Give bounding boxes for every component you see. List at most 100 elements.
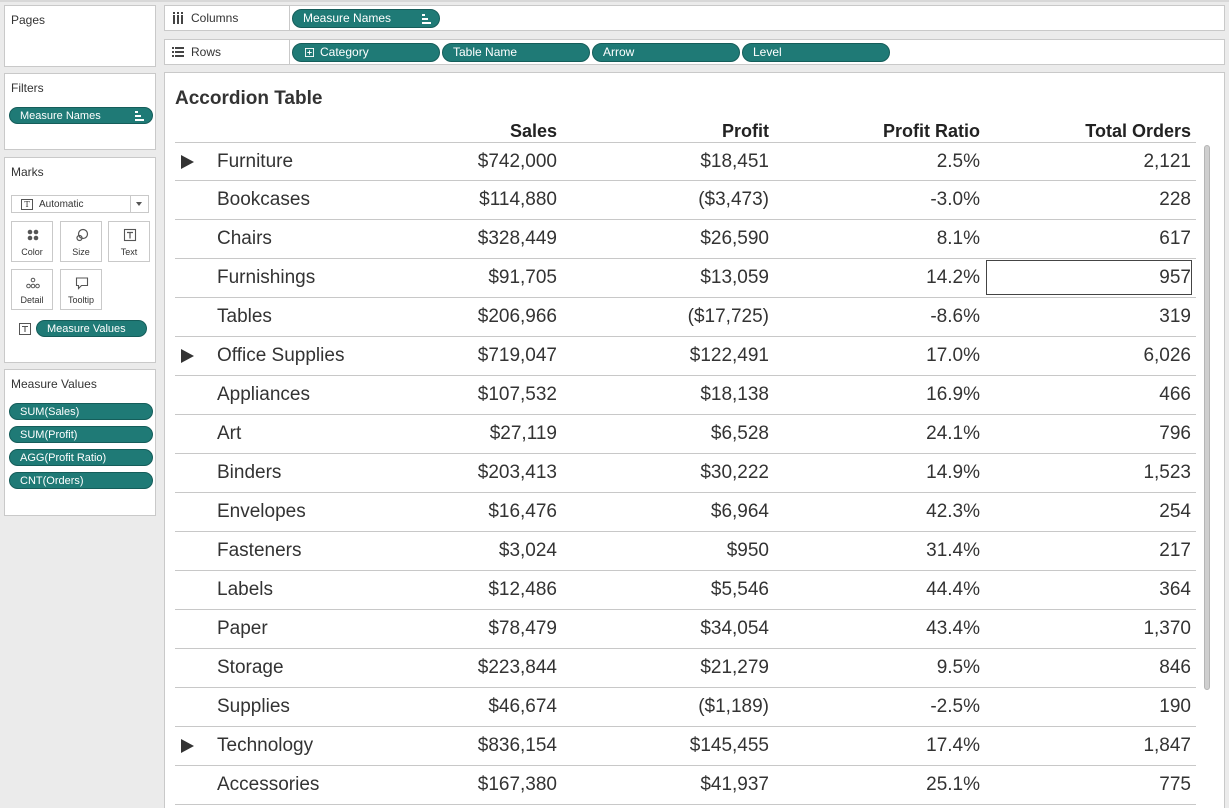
cell-profit[interactable]: $30,222 [700, 462, 769, 483]
cell-sales[interactable]: $167,380 [477, 774, 557, 795]
rows-pill-category[interactable]: Category [292, 43, 440, 62]
cell-sales[interactable]: $223,844 [477, 657, 557, 678]
cell-ratio[interactable]: -8.6% [930, 306, 980, 327]
cell-ratio[interactable]: 17.4% [926, 735, 980, 756]
color-button[interactable]: Color [11, 221, 53, 262]
cell-ratio[interactable]: -2.5% [930, 696, 980, 717]
detail-button[interactable]: Detail [11, 269, 53, 310]
row-label[interactable]: Envelopes [217, 501, 306, 522]
row-label[interactable]: Office Supplies [217, 345, 345, 366]
cell-orders[interactable]: 228 [1159, 189, 1191, 210]
cell-ratio[interactable]: 24.1% [926, 423, 980, 444]
cell-orders[interactable]: 796 [1159, 423, 1191, 444]
row-label[interactable]: Chairs [217, 228, 272, 249]
cell-sales[interactable]: $27,119 [489, 423, 557, 444]
cell-orders[interactable]: 1,847 [1143, 735, 1191, 756]
cell-sales[interactable]: $91,705 [488, 267, 557, 288]
table-row[interactable]: Art $27,119 $6,528 24.1% 796 [175, 415, 1196, 454]
cell-ratio[interactable]: 31.4% [926, 540, 980, 561]
measure-pill-sum-profit[interactable]: SUM(Profit) [9, 426, 153, 443]
cell-sales[interactable]: $107,532 [477, 384, 557, 405]
cell-orders[interactable]: 957 [1159, 267, 1191, 288]
table-row[interactable]: Tables $206,966 ($17,725) -8.6% 319 [175, 298, 1196, 337]
cell-orders[interactable]: 217 [1159, 540, 1191, 561]
cell-sales[interactable]: $742,000 [477, 151, 557, 172]
row-label[interactable]: Art [217, 423, 242, 444]
header-total-orders[interactable]: Total Orders [1085, 121, 1191, 141]
cell-sales[interactable]: $719,047 [477, 345, 557, 366]
table-row[interactable]: Labels $12,486 $5,546 44.4% 364 [175, 571, 1196, 610]
cell-sales[interactable]: $114,880 [479, 189, 557, 210]
cell-ratio[interactable]: 17.0% [926, 345, 980, 366]
cell-sales[interactable]: $16,476 [488, 501, 557, 522]
cell-ratio[interactable]: 16.9% [926, 384, 980, 405]
measure-pill-cnt-orders[interactable]: CNT(Orders) [9, 472, 153, 489]
cell-profit[interactable]: $6,528 [710, 423, 769, 444]
rows-shelf[interactable]: Rows Category Table Name Arrow Level [164, 39, 1225, 65]
cell-ratio[interactable]: 8.1% [936, 228, 980, 249]
row-label[interactable]: Supplies [217, 696, 290, 717]
table-row[interactable]: Technology $836,154 $145,455 17.4% 1,847 [175, 727, 1196, 766]
table-row[interactable]: Chairs $328,449 $26,590 8.1% 617 [175, 220, 1196, 259]
cell-orders[interactable]: 1,523 [1143, 462, 1191, 483]
cell-sales[interactable]: $46,674 [488, 696, 557, 717]
cell-profit[interactable]: $6,964 [710, 501, 769, 522]
pages-panel[interactable]: Pages [4, 5, 156, 67]
cell-profit[interactable]: $13,059 [700, 267, 769, 288]
row-label[interactable]: Labels [217, 579, 273, 600]
row-label[interactable]: Paper [217, 618, 268, 639]
header-profit[interactable]: Profit [722, 121, 769, 141]
cell-ratio[interactable]: 25.1% [926, 774, 980, 795]
cell-profit[interactable]: $41,937 [700, 774, 769, 795]
table-row[interactable]: Supplies $46,674 ($1,189) -2.5% 190 [175, 688, 1196, 727]
cell-orders[interactable]: 775 [1159, 774, 1191, 795]
row-label[interactable]: Storage [217, 657, 284, 678]
cell-sales[interactable]: $3,024 [498, 540, 557, 561]
cell-orders[interactable]: 364 [1159, 579, 1191, 600]
cell-orders[interactable]: 319 [1159, 306, 1191, 327]
cell-ratio[interactable]: 42.3% [926, 501, 980, 522]
row-label[interactable]: Appliances [217, 384, 310, 405]
cell-profit[interactable]: $950 [726, 540, 769, 561]
measure-values-pill[interactable]: Measure Values [36, 320, 147, 337]
table-row[interactable]: Office Supplies $719,047 $122,491 17.0% 6,02… [175, 337, 1196, 376]
row-label[interactable]: Tables [217, 306, 272, 327]
measure-pill-sum-sales[interactable]: SUM(Sales) [9, 403, 153, 420]
filters-panel[interactable]: Filters Measure Names [4, 73, 156, 150]
row-label[interactable]: Fasteners [217, 540, 302, 561]
cell-orders[interactable]: 846 [1159, 657, 1191, 678]
table-row[interactable]: Paper $78,479 $34,054 43.4% 1,370 [175, 610, 1196, 649]
cell-profit[interactable]: ($1,189) [698, 696, 769, 717]
cell-ratio[interactable]: 9.5% [936, 657, 980, 678]
cell-profit[interactable]: $122,491 [689, 345, 769, 366]
cell-ratio[interactable]: 43.4% [926, 618, 980, 639]
cell-ratio[interactable]: 2.5% [936, 151, 980, 172]
header-sales[interactable]: Sales [509, 121, 557, 141]
mark-type-dropdown[interactable]: T Automatic [11, 195, 149, 213]
columns-pill-measure-names[interactable]: Measure Names [292, 9, 440, 28]
cell-ratio[interactable]: -3.0% [930, 189, 980, 210]
cell-orders[interactable]: 617 [1159, 228, 1191, 249]
viz-area[interactable]: Accordion Table Sales Profit Profit Rati… [164, 72, 1225, 808]
cell-sales[interactable]: $78,479 [488, 618, 557, 639]
expand-arrow-icon[interactable] [181, 349, 194, 363]
row-label[interactable]: Technology [217, 735, 314, 756]
cell-sales[interactable]: $206,966 [477, 306, 557, 327]
table-row[interactable]: Fasteners $3,024 $950 31.4% 217 [175, 532, 1196, 571]
row-label[interactable]: Furniture [217, 151, 294, 172]
cell-profit[interactable]: $34,054 [700, 618, 769, 639]
table-row[interactable]: Furnishings $91,705 $13,059 14.2% 957 [175, 259, 1196, 298]
cell-sales[interactable]: $12,486 [488, 579, 557, 600]
cell-orders[interactable]: 466 [1159, 384, 1191, 405]
table-row[interactable]: Binders $203,413 $30,222 14.9% 1,523 [175, 454, 1196, 493]
cell-orders[interactable]: 2,121 [1143, 151, 1191, 172]
header-profit-ratio[interactable]: Profit Ratio [883, 121, 980, 141]
table-row[interactable]: Bookcases $114,880 ($3,473) -3.0% 228 [175, 181, 1196, 220]
row-label[interactable]: Binders [217, 462, 282, 483]
table-row[interactable]: Furniture $742,000 $18,451 2.5% 2,121 [175, 142, 1196, 181]
cell-ratio[interactable]: 14.2% [926, 267, 980, 288]
cell-ratio[interactable]: 14.9% [926, 462, 980, 483]
text-button[interactable]: Text [108, 221, 150, 262]
cell-orders[interactable]: 1,370 [1143, 618, 1191, 639]
cell-ratio[interactable]: 44.4% [926, 579, 980, 600]
